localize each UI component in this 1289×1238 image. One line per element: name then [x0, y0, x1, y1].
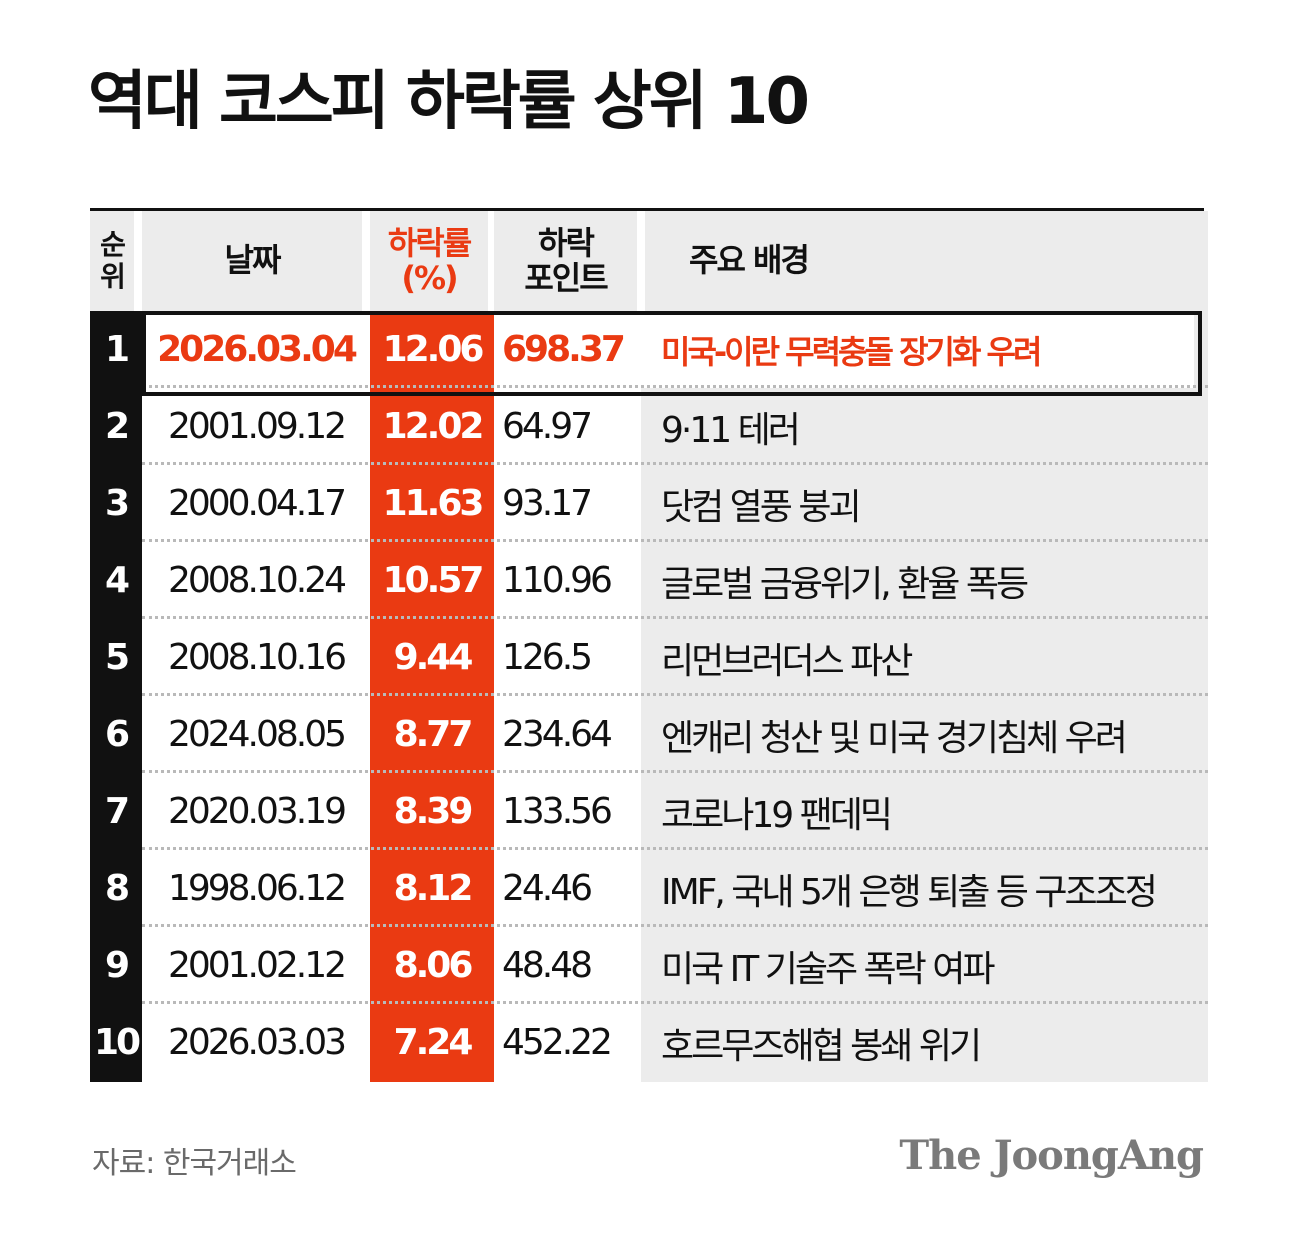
header-rate-unit: (%): [401, 259, 458, 297]
rank-cell: 9: [104, 945, 130, 986]
background-cell: 9·11 테러: [661, 409, 801, 451]
date-cell: 2000.04.17: [167, 483, 347, 524]
header-date-cell: [142, 211, 362, 311]
date-cell: 2026.03.04: [157, 329, 358, 370]
joongang-logo: The JoongAng: [899, 1132, 1204, 1179]
header-rank: 순위: [100, 227, 126, 293]
rank-cell: 4: [104, 560, 130, 601]
points-cell: 133.56: [502, 791, 613, 832]
rank-cell: 10: [93, 1022, 141, 1063]
rate-cell: 8.77: [393, 714, 474, 755]
points-cell: 93.17: [502, 483, 593, 524]
header-points-cell: [494, 211, 637, 311]
page-title: 역대 코스피 하락률 상위 10: [88, 65, 810, 139]
table-row: 6 2024.08.05 8.77 234.64 엔캐리 청산 및 미국 경기침체 우려: [90, 696, 1208, 773]
rank-column-bar: [90, 311, 142, 1082]
rate-cell: 9.44: [393, 637, 474, 678]
header-points-label-2: 포인트: [524, 259, 608, 297]
date-cell: 2024.08.05: [167, 714, 347, 755]
header-rate: 하락률 (%): [370, 211, 488, 311]
rank-cell: 5: [104, 637, 130, 678]
background-cell: 리먼브러더스 파산: [661, 640, 913, 682]
points-cell: 64.97: [502, 406, 593, 447]
table-row: 10 2026.03.03 7.24 452.22 호르무즈해협 봉쇄 위기: [90, 1004, 1208, 1081]
ranking-table: 순위 날짜 하락률 (%) 하락 포인트 주요 배경 1 2026.03.04 12…: [90, 208, 1208, 1082]
header-rate-cell: [370, 211, 488, 311]
rank-cell: 6: [104, 714, 130, 755]
date-cell: 1998.06.12: [167, 868, 347, 909]
background-cell: 닷컴 열풍 붕괴: [661, 486, 862, 528]
header-rate-label: 하락률: [387, 223, 472, 262]
background-column-shade: [641, 311, 1208, 1082]
date-cell: 2008.10.24: [167, 560, 347, 601]
header-background: 주요 배경: [689, 241, 810, 280]
background-cell: 엔캐리 청산 및 미국 경기침체 우려: [661, 717, 1128, 759]
points-cell: 452.22: [502, 1022, 613, 1063]
table-row: 8 1998.06.12 8.12 24.46 IMF, 국내 5개 은행 퇴출 등 구…: [90, 850, 1208, 927]
rate-cell: 8.12: [393, 868, 474, 909]
highlight-background-bg: [641, 311, 1194, 388]
table-row: 5 2008.10.16 9.44 126.5 리먼브러더스 파산: [90, 619, 1208, 696]
rank-cell: 1: [104, 329, 130, 370]
rate-cell: 8.06: [393, 945, 474, 986]
date-cell: 2020.03.19: [167, 791, 347, 832]
rank-cell: 3: [104, 483, 130, 524]
row-separator: [142, 693, 1208, 696]
highlight-points-bg: [494, 311, 641, 388]
rate-cell: 8.39: [393, 791, 474, 832]
date-cell: 2001.02.12: [167, 945, 347, 986]
table-row: 1 2026.03.04 12.06 698.37 미국-이란 무력충돌 장기화 우려: [90, 311, 1208, 388]
header-points-label-1: 하락: [538, 223, 595, 262]
table-row: 4 2008.10.24 10.57 110.96 글로벌 금융위기, 환율 폭등: [90, 542, 1208, 619]
points-cell: 48.48: [502, 945, 593, 986]
highlight-date-bg: [142, 311, 370, 388]
background-cell: 코로나19 팬데믹: [661, 794, 893, 836]
points-cell: 234.64: [502, 714, 613, 755]
background-cell: 미국-이란 무력충돌 장기화 우려: [661, 332, 1042, 371]
background-cell: 호르무즈해협 봉쇄 위기: [661, 1025, 982, 1067]
row-separator: [142, 385, 1208, 388]
row-separator: [142, 1001, 1208, 1004]
row-separator: [142, 847, 1208, 850]
background-cell: 미국 IT 기술주 폭락 여파: [661, 948, 995, 990]
row-separator: [142, 770, 1208, 773]
rank-cell: 2: [104, 406, 130, 447]
table-top-rule: [90, 208, 1204, 211]
row-separator: [142, 539, 1208, 542]
points-cell: 24.46: [502, 868, 593, 909]
rate-cell: 12.06: [382, 329, 485, 370]
rate-cell: 12.02: [382, 406, 485, 447]
header-background-cell: [645, 211, 1208, 311]
points-cell: 698.37: [502, 329, 626, 370]
row-separator: [142, 462, 1208, 465]
rate-cell: 10.57: [382, 560, 485, 601]
rank-cell: 7: [104, 791, 130, 832]
points-cell: 126.5: [502, 637, 593, 678]
rate-cell: 7.24: [393, 1022, 474, 1063]
table-row: 3 2000.04.17 11.63 93.17 닷컴 열풍 붕괴: [90, 465, 1208, 542]
table-row: 2 2001.09.12 12.02 64.97 9·11 테러: [90, 388, 1208, 465]
background-cell: 글로벌 금융위기, 환율 폭등: [661, 563, 1029, 605]
header-rank-cell: [90, 211, 134, 311]
row-separator: [142, 924, 1208, 927]
highlight-box: [142, 311, 1202, 396]
source-note: 자료: 한국거래소: [92, 1146, 297, 1181]
table-row: 9 2001.02.12 8.06 48.48 미국 IT 기술주 폭락 여파: [90, 927, 1208, 1004]
rank-cell: 8: [104, 868, 130, 909]
points-cell: 110.96: [502, 560, 613, 601]
header-date: 날짜: [224, 241, 282, 280]
rate-cell: 11.63: [382, 483, 485, 524]
row-separator: [142, 616, 1208, 619]
date-cell: 2026.03.03: [167, 1022, 347, 1063]
date-cell: 2001.09.12: [167, 406, 347, 447]
header-points: 하락 포인트: [494, 211, 637, 311]
background-cell: IMF, 국내 5개 은행 퇴출 등 구조조정: [661, 871, 1158, 913]
table-row: 7 2020.03.19 8.39 133.56 코로나19 팬데믹: [90, 773, 1208, 850]
rate-column-bar: [370, 311, 494, 1082]
date-cell: 2008.10.16: [167, 637, 347, 678]
